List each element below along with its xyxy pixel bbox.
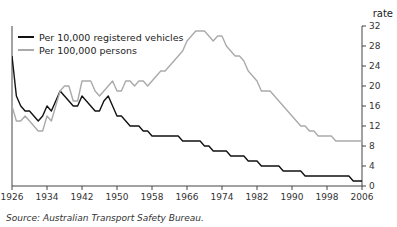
x-tick: [187, 186, 188, 190]
x-tick: [47, 186, 48, 190]
legend-swatch: [18, 49, 34, 51]
y-tick: [362, 26, 366, 27]
x-tick-label: 1934: [36, 192, 59, 202]
y-tick: [362, 126, 366, 127]
x-tick-label: 1990: [281, 192, 304, 202]
y-tick-label: 32: [369, 21, 380, 31]
y-tick: [362, 106, 366, 107]
x-tick-label: 1942: [71, 192, 94, 202]
y-tick: [362, 46, 366, 47]
x-tick-label: 1982: [246, 192, 269, 202]
series-line: [12, 56, 362, 181]
x-tick: [257, 186, 258, 190]
x-tick-label: 2006: [351, 192, 374, 202]
legend: Per 10,000 registered vehicles Per 100,00…: [18, 32, 184, 56]
x-tick-label: 1966: [176, 192, 199, 202]
x-tick: [292, 186, 293, 190]
x-tick-label: 1950: [106, 192, 129, 202]
y-tick-label: 12: [369, 121, 380, 131]
chart: 1926 1934 1942 1950 1958 1966 1974 1982 1990 1998…: [0, 0, 397, 227]
x-tick: [152, 186, 153, 190]
x-tick: [222, 186, 223, 190]
x-tick: [117, 186, 118, 190]
x-tick-label: 1926: [1, 192, 24, 202]
plot-area: [12, 31, 362, 181]
x-tick: [327, 186, 328, 190]
legend-swatch: [18, 36, 34, 38]
x-tick: [82, 186, 83, 190]
y-tick-label: 16: [369, 101, 381, 111]
y-tick: [362, 146, 366, 147]
x-tick: [362, 186, 363, 190]
x-tick: [12, 186, 13, 190]
legend-label: Per 10,000 registered vehicles: [39, 32, 184, 43]
y-tick-label: 0: [369, 181, 375, 191]
series-line: [12, 31, 362, 141]
y-tick: [362, 66, 366, 67]
y-tick-label: 8: [369, 141, 375, 151]
source-note: Source: Australian Transport Safety Bure…: [6, 213, 204, 223]
y-tick-label: 4: [369, 161, 375, 171]
y-tick: [362, 166, 366, 167]
x-tick-label: 1958: [141, 192, 164, 202]
y-tick-label: 24: [369, 61, 381, 71]
y-tick: [362, 186, 366, 187]
x-tick-label: 1974: [211, 192, 234, 202]
y-axis-label: rate: [373, 8, 393, 19]
y-tick-label: 28: [369, 41, 381, 51]
y-tick-label: 20: [369, 81, 381, 91]
legend-label: Per 100,000 persons: [39, 45, 137, 56]
x-tick-label: 1998: [316, 192, 339, 202]
y-tick: [362, 86, 366, 87]
axes: 1926 1934 1942 1950 1958 1966 1974 1982 1990 1998…: [1, 21, 381, 202]
